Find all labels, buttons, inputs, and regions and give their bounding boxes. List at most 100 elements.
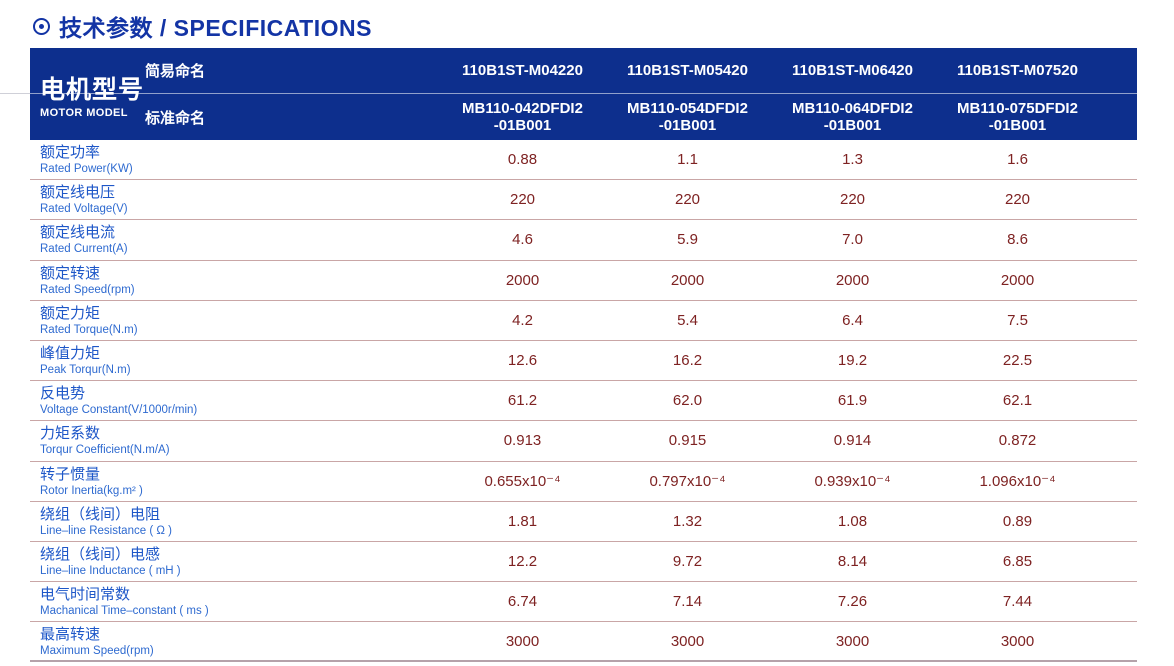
standard-name-line2: -01B001 [988,117,1047,134]
spec-value: 7.44 [1002,593,1033,611]
row-label-zh: 力矩系数 [40,425,101,443]
row-label-en: Rotor Inertia(kg.m² ) [40,484,143,497]
spec-value: 3000 [835,632,870,650]
row-label: 转子惯量 Rotor Inertia(kg.m² ) [30,462,440,501]
spec-value: 9.72 [672,552,703,570]
column-header-standard: MB110-064DFDI2 -01B001 [770,100,935,134]
row-label-zh: 额定线电压 [40,184,116,202]
standard-name-line1: MB110-075DFDI2 [957,100,1078,117]
spec-value: 5.4 [677,311,698,329]
page-title-text: 技术参数 / SPECIFICATIONS [59,9,372,43]
standard-name-line2: -01B001 [823,117,882,134]
circle-dot-icon [33,17,50,35]
column-header-standard: MB110-075DFDI2 -01B001 [935,100,1100,134]
spec-value: 62.1 [1002,392,1033,410]
spec-value: 12.6 [507,352,538,370]
header-row-standard-name: 标准命名 MB110-042DFDI2 -01B001 MB110-054DFD… [30,94,1137,140]
spec-value: 0.797x10⁻⁴ [649,473,726,491]
standard-name-line1: MB110-064DFDI2 [792,100,913,117]
spec-value: 2000 [835,271,870,289]
standard-name-line2: -01B001 [493,117,552,134]
spec-value: 220 [509,191,536,209]
spec-row-rated-voltage: 额定线电压 Rated Voltage(V) 220 220 220 220 [30,180,1137,221]
spec-value: 2000 [505,271,540,289]
row-label: 电气时间常数 Machanical Time–constant ( ms ) [30,582,440,621]
row-label-zh: 电气时间常数 [40,586,131,604]
row-label: 额定转速 Rated Speed(rpm) [30,261,440,300]
row-label-zh: 最高转速 [40,626,101,644]
spec-value: 2000 [670,271,705,289]
simple-name-label: 简易命名 [145,63,206,80]
spec-row-time-constant: 电气时间常数 Machanical Time–constant ( ms ) 6… [30,582,1137,623]
spec-value: 7.0 [842,231,863,249]
spec-value: 1.81 [507,512,538,530]
row-label-zh: 额定功率 [40,144,101,161]
spec-value: 0.939x10⁻⁴ [814,473,891,491]
column-header-simple: 110B1ST-M04220 [462,62,583,79]
row-label-zh: 额定转速 [40,264,101,282]
motor-model-en: MOTOR MODEL [40,107,128,119]
row-label: 额定线电压 Rated Voltage(V) [30,180,440,219]
spec-value: 0.88 [507,151,538,169]
row-label-zh: 峰值力矩 [40,344,101,362]
motor-model-zh: 电机型号 [40,76,145,104]
spec-value: 6.85 [1002,552,1033,570]
motor-model-header: 电机型号 MOTOR MODEL [40,48,144,141]
row-label-en: Line–line Resistance ( Ω ) [40,524,172,537]
row-label-zh: 转子惯量 [40,465,101,483]
specifications-table: 电机型号 MOTOR MODEL 简易命名 110B1ST-M04220 110… [30,48,1137,663]
page-title: 技术参数 / SPECIFICATIONS [33,9,372,43]
spec-value: 62.0 [672,392,703,410]
spec-value: 0.89 [1002,512,1033,530]
spec-row-rotor-inertia: 转子惯量 Rotor Inertia(kg.m² ) 0.655x10⁻⁴ 0.… [30,462,1137,502]
standard-name-line2: -01B001 [658,117,717,134]
standard-name-line1: MB110-054DFDI2 [627,100,748,117]
table-header: 电机型号 MOTOR MODEL 简易命名 110B1ST-M04220 110… [30,48,1137,140]
spec-value: 1.096x10⁻⁴ [979,473,1056,491]
row-label-en: Peak Torqur(N.m) [40,363,131,376]
spec-row-rated-current: 额定线电流 Rated Current(A) 4.6 5.9 7.0 8.6 [30,220,1137,261]
column-header-simple: 110B1ST-M05420 [627,62,748,79]
spec-value: 6.74 [507,593,538,611]
row-label-en: Rated Current(A) [40,243,128,256]
spec-row-rated-speed: 额定转速 Rated Speed(rpm) 2000 2000 2000 200… [30,261,1137,301]
column-header-standard: MB110-042DFDI2 -01B001 [440,100,605,134]
header-divider-extension [0,93,30,94]
page-title-zh: 技术参数 [59,15,153,41]
spec-value: 7.14 [672,593,703,611]
spec-value: 0.872 [998,432,1037,450]
spec-value: 1.6 [1007,151,1028,169]
spec-value: 12.2 [507,552,538,570]
row-label: 额定线电流 Rated Current(A) [30,220,440,259]
row-label: 峰值力矩 Peak Torqur(N.m) [30,341,440,380]
row-label-en: Maximum Speed(rpm) [40,645,154,658]
spec-row-line-resistance: 绕组（线间）电阻 Line–line Resistance ( Ω ) 1.81… [30,502,1137,542]
row-label: 绕组（线间）电阻 Line–line Resistance ( Ω ) [30,502,440,541]
spec-value: 7.5 [1007,311,1028,329]
row-label: 额定功率 Rated Power(KW) [30,140,440,179]
row-label-en: Rated Torque(N.m) [40,323,138,336]
row-label-zh: 反电势 [40,385,86,403]
standard-name-label: 标准命名 [145,109,206,127]
page-title-en: / SPECIFICATIONS [159,15,372,41]
spec-value: 220 [839,191,866,209]
spec-value: 22.5 [1002,352,1033,370]
row-label: 力矩系数 Torqur Coefficient(N.m/A) [30,421,440,460]
row-label-zh: 额定线电流 [40,224,116,242]
row-label-en: Voltage Constant(V/1000r/min) [40,404,198,417]
spec-value: 61.9 [837,392,868,410]
row-label-en: Machanical Time–constant ( ms ) [40,605,209,618]
spec-value: 0.915 [668,432,707,450]
spec-value: 0.913 [503,432,542,450]
spec-value: 8.14 [837,552,868,570]
table-body: 额定功率 Rated Power(KW) 0.88 1.1 1.3 1.6 额定… [30,140,1137,663]
spec-value: 19.2 [837,352,868,370]
row-label-en: Rated Power(KW) [40,163,133,175]
spec-value: 61.2 [507,392,538,410]
header-row-simple-name: 简易命名 110B1ST-M04220 110B1ST-M05420 110B1… [30,48,1137,94]
spec-value: 6.4 [842,311,863,329]
column-header-simple: 110B1ST-M07520 [957,62,1078,79]
spec-row-voltage-constant: 反电势 Voltage Constant(V/1000r/min) 61.2 6… [30,381,1137,422]
row-label: 最高转速 Maximum Speed(rpm) [30,622,440,660]
